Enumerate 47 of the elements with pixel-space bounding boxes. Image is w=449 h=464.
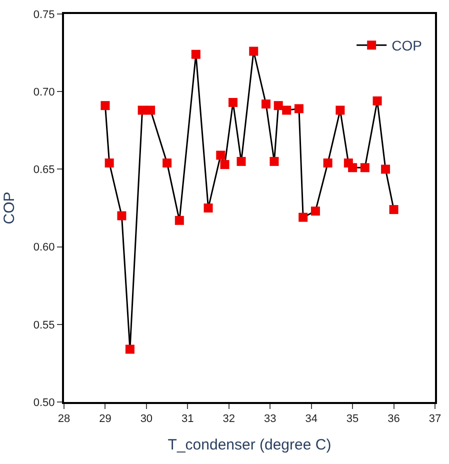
point: [117, 211, 126, 220]
point: [125, 344, 134, 354]
point: [174, 216, 184, 225]
point: [336, 106, 345, 115]
point: [162, 158, 172, 168]
point: [100, 101, 110, 110]
point: [274, 101, 283, 110]
point: [261, 100, 270, 109]
point: [249, 46, 258, 56]
point: [191, 50, 200, 59]
point: [372, 96, 382, 106]
point: [381, 164, 390, 174]
x-tick-label: 37: [428, 413, 442, 426]
point: [204, 204, 213, 212]
point: [270, 156, 279, 166]
x-tick-label: 31: [182, 413, 194, 426]
y-tick-label: 0.70: [33, 86, 55, 98]
y-tick-label: 0.55: [33, 319, 55, 332]
x-tick-label: 28: [58, 413, 70, 426]
point: [220, 160, 230, 170]
point: [282, 106, 292, 115]
y-tick-label: 0.75: [33, 8, 55, 21]
y-tick-label: 0.60: [33, 242, 55, 254]
x-axis-title: T_condenser (degree C): [168, 436, 332, 454]
point: [146, 106, 156, 115]
point: [294, 104, 304, 114]
y-tick-label: 0.50: [33, 396, 55, 409]
x-tick-label: 29: [99, 413, 112, 426]
point: [360, 163, 370, 172]
point: [298, 212, 308, 222]
point: [104, 158, 114, 168]
x-tick-label: 33: [264, 413, 276, 426]
point: [228, 98, 238, 107]
legend-label: COP: [392, 38, 422, 54]
point: [310, 206, 320, 216]
x-tick-label: 32: [222, 413, 236, 426]
point: [236, 156, 246, 166]
x-tick-label: 30: [140, 413, 153, 426]
x-tick-label: 36: [388, 413, 400, 426]
point: [216, 150, 226, 160]
point: [389, 205, 398, 214]
y-tick-label: 0.65: [33, 164, 55, 176]
y-axis-title: COP: [1, 192, 18, 224]
point: [323, 158, 332, 168]
point: [348, 163, 358, 172]
x-tick-label: 34: [305, 413, 318, 426]
x-tick-label: 35: [346, 413, 359, 426]
